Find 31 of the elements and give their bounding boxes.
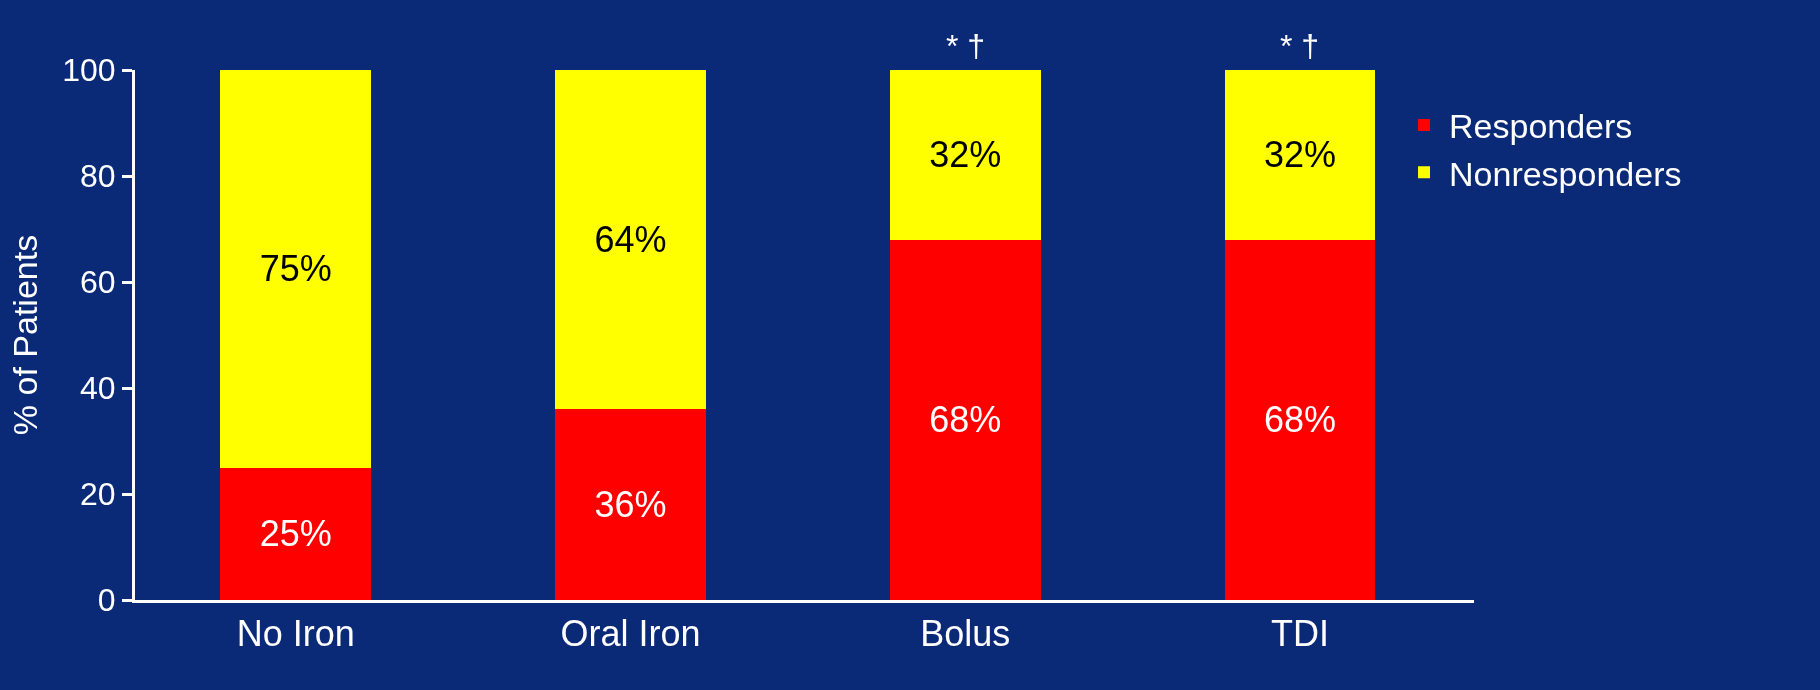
- data-label: 25%: [259, 513, 332, 555]
- bar: [220, 467, 371, 600]
- y-tick-label: 40: [80, 370, 116, 407]
- y-tick-label: 20: [80, 476, 116, 513]
- bar: [1224, 70, 1376, 240]
- y-tick-label: 60: [80, 264, 116, 301]
- bar: [1224, 239, 1376, 600]
- data-label: 32%: [1263, 134, 1336, 176]
- y-axis-title: % of Patients: [5, 234, 44, 436]
- bar: [555, 70, 706, 410]
- annotation: * †: [946, 28, 986, 64]
- data-label: 68%: [929, 399, 1002, 441]
- y-tick-label: 0: [97, 582, 116, 619]
- bar: [555, 409, 706, 600]
- bar: [889, 239, 1041, 600]
- bar: [889, 70, 1041, 240]
- legend-label: Responders: [1449, 107, 1633, 146]
- x-tick-label: No Iron: [236, 613, 355, 655]
- bar: [220, 70, 371, 468]
- legend-label: Nonresponders: [1449, 154, 1682, 193]
- data-label: 68%: [1263, 399, 1336, 441]
- y-tick-label: 80: [80, 158, 116, 195]
- x-tick-label: Bolus: [920, 613, 1011, 655]
- data-label: 32%: [929, 134, 1002, 176]
- y-tick-label: 100: [62, 52, 116, 89]
- data-label: 64%: [594, 219, 667, 261]
- data-label: 75%: [259, 248, 332, 290]
- data-label: 36%: [594, 484, 667, 526]
- annotation: * †: [1280, 28, 1320, 64]
- x-tick-label: Oral Iron: [560, 613, 701, 655]
- x-tick-label: TDI: [1270, 613, 1329, 655]
